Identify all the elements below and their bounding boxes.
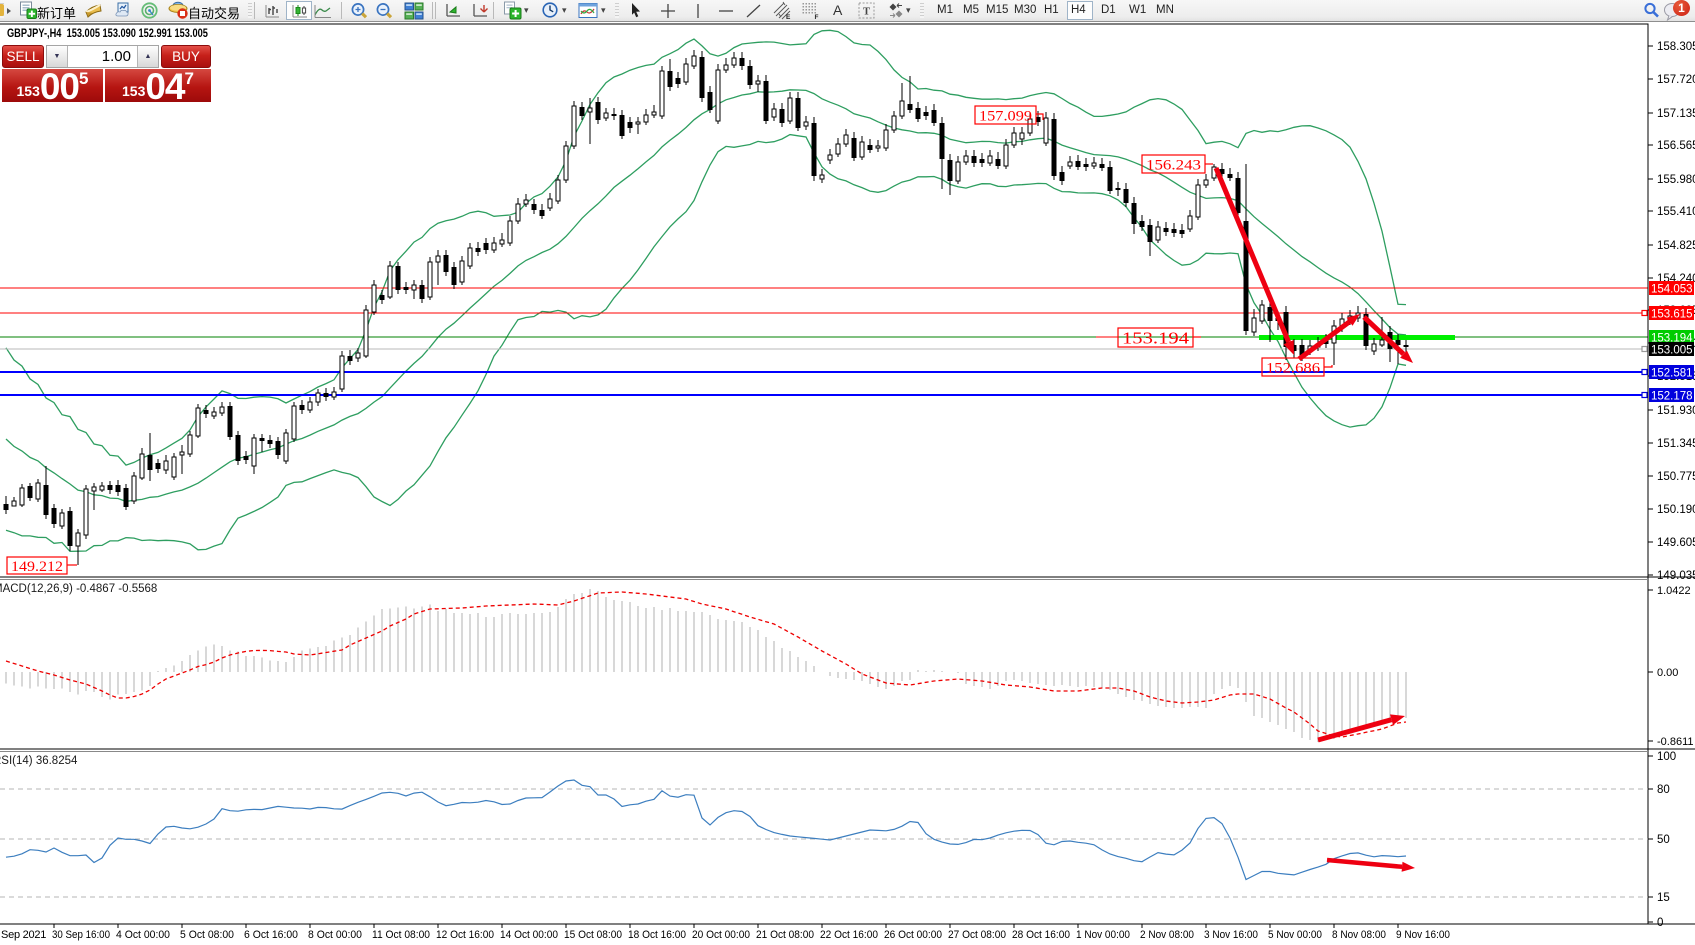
svg-text:9 Nov 16:00: 9 Nov 16:00 [1396,929,1450,941]
svg-text:156.565: 156.565 [1657,140,1695,152]
svg-text:28 Oct 16:00: 28 Oct 16:00 [1012,929,1070,941]
svg-text:153.194: 153.194 [1122,329,1190,348]
svg-text:153.615: 153.615 [1651,309,1693,321]
svg-text:E: E [786,14,791,20]
svg-text:0.00: 0.00 [1657,667,1678,679]
svg-text:26 Oct 00:00: 26 Oct 00:00 [884,929,942,941]
svg-text:150.775: 150.775 [1657,471,1695,483]
svg-text:149.035: 149.035 [1657,570,1695,582]
svg-text:15: 15 [1657,892,1670,904]
svg-text:80: 80 [1657,784,1670,796]
svg-text:4 Oct 00:00: 4 Oct 00:00 [116,929,170,941]
svg-text:152.686: 152.686 [1266,360,1321,376]
svg-text:8 Nov 08:00: 8 Nov 08:00 [1332,929,1386,941]
svg-text:157.720: 157.720 [1657,74,1695,86]
svg-text:6 Oct 16:00: 6 Oct 16:00 [244,929,298,941]
svg-text:157.135: 157.135 [1657,108,1695,120]
svg-text:151.345: 151.345 [1657,438,1695,450]
svg-text:14 Oct 00:00: 14 Oct 00:00 [500,929,558,941]
svg-text:22 Oct 16:00: 22 Oct 16:00 [820,929,878,941]
svg-text:0: 0 [1657,917,1663,929]
svg-text:155.410: 155.410 [1657,206,1695,218]
svg-text:8 Oct 00:00: 8 Oct 00:00 [308,929,362,941]
svg-text:3 Nov 16:00: 3 Nov 16:00 [1204,929,1258,941]
svg-text:18 Oct 16:00: 18 Oct 16:00 [628,929,686,941]
svg-text:151.930: 151.930 [1657,405,1695,417]
svg-text:11 Oct 08:00: 11 Oct 08:00 [372,929,430,941]
svg-text:153.005: 153.005 [1651,345,1693,357]
svg-text:156.243: 156.243 [1146,157,1201,173]
svg-text:153.194: 153.194 [1651,333,1693,345]
svg-text:15 Oct 08:00: 15 Oct 08:00 [564,929,622,941]
svg-text:150.190: 150.190 [1657,504,1695,516]
svg-text:30 Sep 16:00: 30 Sep 16:00 [52,929,110,941]
svg-text:5 Nov 00:00: 5 Nov 00:00 [1268,929,1322,941]
svg-text:149.605: 149.605 [1657,537,1695,549]
svg-text:Sep 2021: Sep 2021 [1,929,46,941]
svg-text:F: F [815,14,819,20]
svg-text:12 Oct 16:00: 12 Oct 16:00 [436,929,494,941]
svg-text:-0.8611: -0.8611 [1657,736,1694,748]
svg-text:155.980: 155.980 [1657,174,1695,186]
svg-text:50: 50 [1657,834,1670,846]
svg-text:1 Nov 00:00: 1 Nov 00:00 [1076,929,1130,941]
svg-text:100: 100 [1657,751,1676,763]
svg-text:5 Oct 08:00: 5 Oct 08:00 [180,929,234,941]
svg-text:20 Oct 00:00: 20 Oct 00:00 [692,929,750,941]
svg-text:1.0422: 1.0422 [1657,585,1691,597]
svg-text:158.305: 158.305 [1657,41,1695,53]
svg-text:RSI(14) 36.8254: RSI(14) 36.8254 [0,755,78,767]
svg-text:27 Oct 08:00: 27 Oct 08:00 [948,929,1006,941]
svg-text:157.099: 157.099 [979,108,1032,124]
svg-text:152.581: 152.581 [1651,368,1693,380]
svg-text:149.212: 149.212 [11,559,63,575]
svg-text:152.178: 152.178 [1651,391,1693,403]
svg-text:154.825: 154.825 [1657,240,1695,252]
svg-text:2 Nov 08:00: 2 Nov 08:00 [1140,929,1194,941]
svg-text:21 Oct 08:00: 21 Oct 08:00 [756,929,814,941]
svg-text:154.053: 154.053 [1651,284,1693,296]
svg-text:MACD(12,26,9) -0.4867 -0.5568: MACD(12,26,9) -0.4867 -0.5568 [0,583,157,595]
svg-text:T: T [863,7,870,18]
